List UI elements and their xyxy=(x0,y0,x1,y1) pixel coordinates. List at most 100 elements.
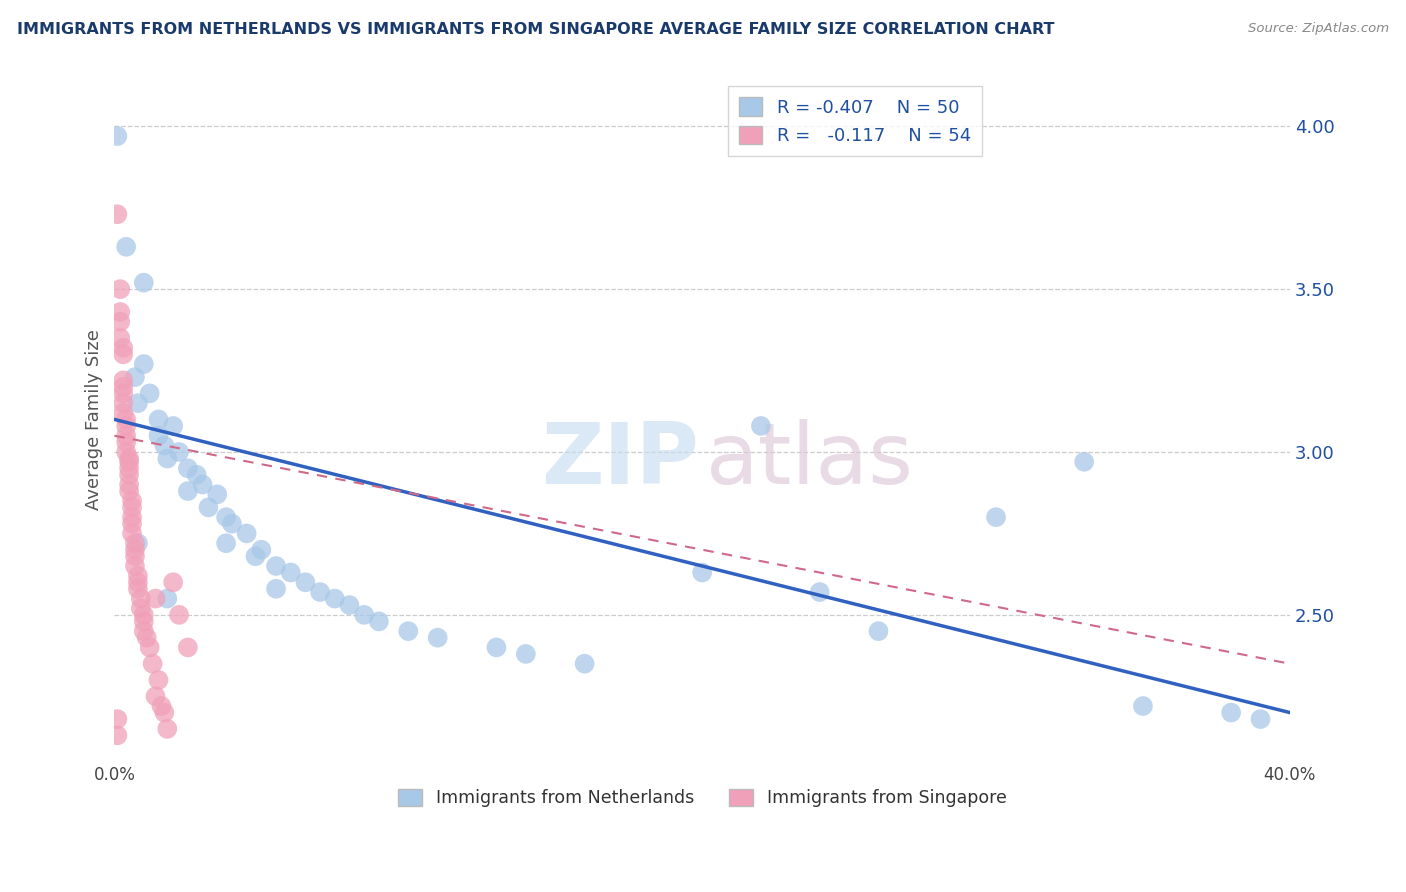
Point xyxy=(118,467,141,482)
Point xyxy=(118,455,141,469)
Point xyxy=(868,624,890,639)
Point xyxy=(1220,706,1243,720)
Point xyxy=(121,510,143,524)
Point xyxy=(323,591,346,606)
Point xyxy=(148,428,170,442)
Point xyxy=(105,207,128,221)
Point xyxy=(245,549,267,564)
Point xyxy=(135,631,157,645)
Point xyxy=(148,412,170,426)
Point xyxy=(112,347,135,361)
Legend: Immigrants from Netherlands, Immigrants from Singapore: Immigrants from Netherlands, Immigrants … xyxy=(391,782,1014,814)
Point xyxy=(110,305,132,319)
Point xyxy=(129,601,152,615)
Point xyxy=(396,624,419,639)
Point xyxy=(984,510,1007,524)
Point xyxy=(145,690,167,704)
Point xyxy=(749,419,772,434)
Point xyxy=(215,510,238,524)
Point xyxy=(124,559,146,574)
Point xyxy=(115,419,138,434)
Point xyxy=(105,712,128,726)
Point xyxy=(118,461,141,475)
Point xyxy=(145,591,167,606)
Point xyxy=(127,575,149,590)
Point xyxy=(132,357,155,371)
Point xyxy=(156,591,179,606)
Point xyxy=(690,566,713,580)
Point xyxy=(221,516,243,531)
Y-axis label: Average Family Size: Average Family Size xyxy=(86,329,103,510)
Point xyxy=(167,445,190,459)
Point xyxy=(177,640,200,655)
Point xyxy=(110,331,132,345)
Text: Source: ZipAtlas.com: Source: ZipAtlas.com xyxy=(1249,22,1389,36)
Point xyxy=(121,526,143,541)
Point xyxy=(127,396,149,410)
Point xyxy=(353,607,375,622)
Point xyxy=(156,451,179,466)
Point xyxy=(115,435,138,450)
Point xyxy=(112,380,135,394)
Point xyxy=(426,631,449,645)
Text: atlas: atlas xyxy=(706,419,914,502)
Point xyxy=(148,673,170,687)
Point xyxy=(309,585,332,599)
Point xyxy=(121,516,143,531)
Point xyxy=(142,657,165,671)
Point xyxy=(250,542,273,557)
Point xyxy=(118,451,141,466)
Point xyxy=(112,386,135,401)
Point xyxy=(215,536,238,550)
Point xyxy=(132,276,155,290)
Text: ZIP: ZIP xyxy=(541,419,699,502)
Point xyxy=(115,240,138,254)
Point xyxy=(485,640,508,655)
Point xyxy=(127,536,149,550)
Point xyxy=(110,282,132,296)
Point xyxy=(112,396,135,410)
Point xyxy=(264,582,287,596)
Point xyxy=(808,585,831,599)
Point xyxy=(112,341,135,355)
Point xyxy=(112,406,135,420)
Point xyxy=(118,477,141,491)
Point xyxy=(367,615,389,629)
Point xyxy=(156,722,179,736)
Point xyxy=(127,568,149,582)
Text: IMMIGRANTS FROM NETHERLANDS VS IMMIGRANTS FROM SINGAPORE AVERAGE FAMILY SIZE COR: IMMIGRANTS FROM NETHERLANDS VS IMMIGRANT… xyxy=(17,22,1054,37)
Point xyxy=(112,373,135,387)
Point xyxy=(129,591,152,606)
Point xyxy=(132,615,155,629)
Point xyxy=(264,559,287,574)
Point xyxy=(167,607,190,622)
Point xyxy=(121,500,143,515)
Point xyxy=(132,607,155,622)
Point xyxy=(197,500,219,515)
Point xyxy=(515,647,537,661)
Point xyxy=(177,484,200,499)
Point xyxy=(105,129,128,144)
Point xyxy=(150,699,173,714)
Point xyxy=(153,706,176,720)
Point xyxy=(153,438,176,452)
Point xyxy=(124,536,146,550)
Point xyxy=(115,445,138,459)
Point xyxy=(1132,699,1154,714)
Point xyxy=(162,575,184,590)
Point xyxy=(574,657,596,671)
Point xyxy=(115,412,138,426)
Point xyxy=(124,370,146,384)
Point xyxy=(138,386,160,401)
Point xyxy=(177,461,200,475)
Point xyxy=(191,477,214,491)
Point xyxy=(124,542,146,557)
Point xyxy=(105,728,128,742)
Point xyxy=(110,315,132,329)
Point xyxy=(207,487,229,501)
Point xyxy=(118,484,141,499)
Point xyxy=(1250,712,1272,726)
Point xyxy=(235,526,257,541)
Point xyxy=(1073,455,1095,469)
Point xyxy=(186,467,208,482)
